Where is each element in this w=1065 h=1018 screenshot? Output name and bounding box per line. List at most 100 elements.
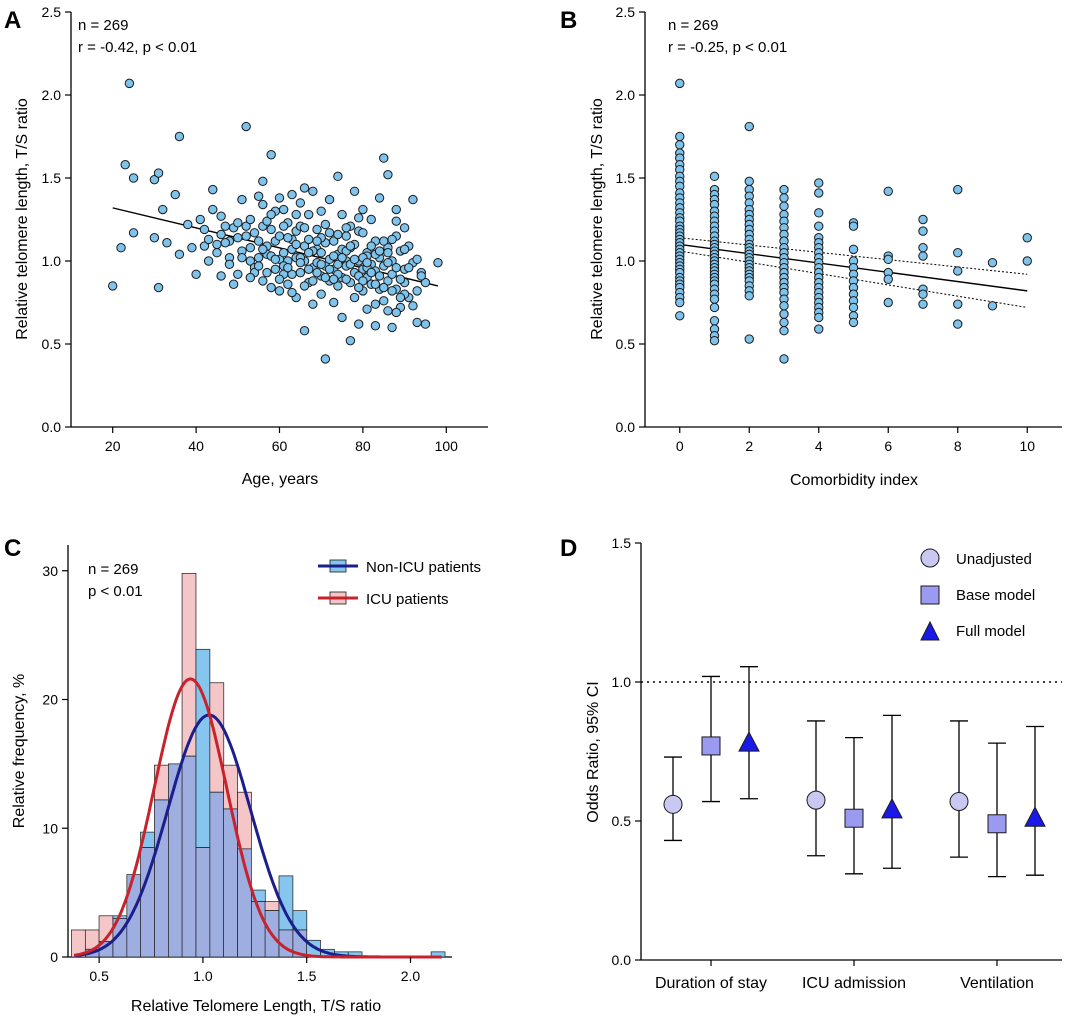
panel-d-markers bbox=[663, 731, 1046, 834]
panel-b-point bbox=[779, 326, 789, 336]
panel-b-point bbox=[987, 257, 998, 268]
panel-b-points bbox=[675, 78, 1032, 364]
panel-b: B n = 269 r = -0.25, p < 0.01 0.0 0.5 1.0 1… bbox=[560, 4, 1062, 489]
panel-b-point bbox=[814, 221, 824, 231]
panel-d-category-label-2: Ventilation bbox=[960, 975, 1034, 992]
panel-a-point bbox=[283, 262, 293, 273]
panel-d-marker-base bbox=[701, 736, 721, 756]
panel-a-x-tick-label-3: 80 bbox=[355, 438, 371, 454]
panel-a-point bbox=[233, 269, 243, 279]
panel-a-point bbox=[383, 257, 393, 268]
panel-a-point bbox=[153, 282, 164, 293]
panel-a-point bbox=[212, 248, 222, 258]
panel-a-point bbox=[245, 256, 256, 266]
panel-a-point bbox=[379, 282, 389, 293]
panel-a: A n = 269 r = -0.42, p < 0.01 0.0 0.5 1.0 1… bbox=[4, 4, 488, 488]
panel-a-point bbox=[387, 322, 397, 333]
panel-b-point bbox=[918, 289, 928, 299]
panel-b-point bbox=[744, 334, 754, 344]
panel-a-point bbox=[337, 209, 347, 220]
panel-a-point bbox=[349, 186, 360, 196]
panel-a-point bbox=[291, 239, 301, 250]
panel-a-point bbox=[208, 204, 218, 215]
panel-a-points bbox=[108, 78, 443, 364]
panel-a-point bbox=[153, 168, 164, 178]
panel-a-point bbox=[358, 276, 368, 286]
panel-b-point bbox=[744, 121, 754, 132]
panel-b-point bbox=[953, 184, 963, 195]
panel-a-point bbox=[149, 174, 160, 185]
panel-c-y-tick-label-1: 10 bbox=[42, 820, 58, 836]
panel-b-point bbox=[675, 297, 685, 308]
panel-b-point bbox=[918, 299, 928, 309]
panel-letter-a: A bbox=[4, 7, 21, 34]
panel-a-point bbox=[312, 267, 322, 278]
panel-c-n-text: n = 269 bbox=[88, 561, 138, 578]
panel-b-x-tick-label-2: 4 bbox=[815, 438, 823, 454]
panel-a-point bbox=[266, 282, 276, 293]
panel-a-point bbox=[358, 228, 368, 238]
panel-b-point bbox=[709, 316, 720, 326]
panel-a-point bbox=[295, 267, 306, 278]
panel-b-point bbox=[918, 226, 928, 236]
panel-b-point bbox=[779, 193, 789, 203]
panel-a-point bbox=[379, 236, 389, 246]
panel-a-point bbox=[212, 239, 222, 250]
panel-a-point bbox=[278, 221, 289, 231]
panel-b-point bbox=[918, 243, 928, 253]
panel-a-point bbox=[420, 277, 431, 288]
panel-a-point bbox=[308, 186, 318, 196]
panel-c: C n = 269 p < 0.01 0 10 20 30 0.5 1.0 1.5 2.0 N… bbox=[4, 535, 481, 1015]
legend-marker-unadjusted bbox=[920, 548, 940, 568]
panel-b-point bbox=[744, 291, 754, 301]
panel-b-n-text: n = 269 bbox=[668, 17, 718, 34]
panel-c-x-tick-label-0: 0.5 bbox=[89, 968, 109, 984]
panel-a-y-tick-label-1: 0.5 bbox=[42, 336, 62, 352]
panel-b-point bbox=[709, 302, 720, 313]
panel-a-point bbox=[362, 257, 372, 268]
panel-a-point bbox=[295, 257, 306, 268]
panel-b-point bbox=[883, 297, 893, 308]
panel-a-point bbox=[278, 204, 289, 215]
panel-a-point bbox=[216, 229, 226, 240]
panel-a-point bbox=[366, 267, 376, 278]
legend-label-base: Base model bbox=[956, 587, 1035, 604]
panel-a-point bbox=[391, 204, 401, 215]
panel-a-point bbox=[295, 198, 306, 208]
panel-a-point bbox=[329, 297, 339, 308]
panel-a-point bbox=[383, 248, 393, 258]
panel-a-y-tick-label-2: 1.0 bbox=[42, 253, 62, 269]
legend-marker-base bbox=[920, 585, 940, 605]
panel-a-point bbox=[170, 189, 180, 200]
panel-a-x-tick-label-0: 20 bbox=[105, 438, 121, 454]
panel-c-x-tick-label-2: 1.5 bbox=[297, 968, 317, 984]
panel-a-point bbox=[124, 78, 135, 89]
panel-a-point bbox=[266, 150, 276, 160]
panel-b-point bbox=[779, 201, 789, 211]
panel-a-point bbox=[258, 176, 268, 187]
panel-a-point bbox=[379, 153, 389, 163]
legend-marker-full bbox=[920, 620, 940, 641]
panel-a-point bbox=[241, 121, 251, 132]
panel-a-point bbox=[408, 301, 418, 311]
panel-a-point bbox=[391, 216, 401, 226]
panel-b-point bbox=[744, 176, 754, 187]
panel-a-point bbox=[387, 234, 397, 245]
panel-c-bar-overlap bbox=[168, 763, 183, 958]
panel-a-point bbox=[391, 262, 401, 273]
panel-letter-d: D bbox=[560, 535, 577, 562]
panel-a-point bbox=[116, 243, 126, 253]
panel-c-bar-non-icu bbox=[195, 648, 211, 848]
panel-b-point bbox=[883, 254, 893, 265]
panel-a-point bbox=[253, 252, 264, 263]
panel-d-y-tick-label-0: 0.0 bbox=[612, 952, 632, 968]
panel-a-point bbox=[374, 271, 385, 281]
panel-a-point bbox=[128, 228, 139, 238]
panel-a-point bbox=[249, 228, 260, 238]
panel-a-x-tick-label-1: 40 bbox=[188, 438, 204, 454]
panel-c-bar-overlap bbox=[154, 799, 169, 958]
panel-b-y-tick-label-0: 0.0 bbox=[616, 419, 636, 435]
panel-a-point bbox=[337, 252, 347, 263]
panel-a-point bbox=[358, 204, 368, 215]
panel-a-point bbox=[216, 211, 226, 221]
